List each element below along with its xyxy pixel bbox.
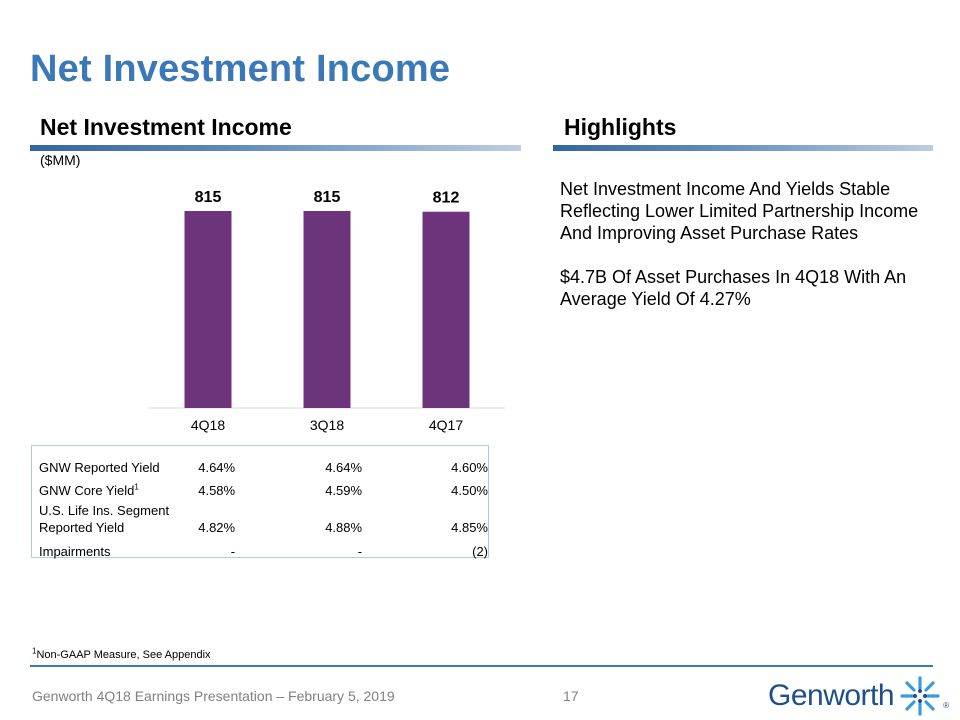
cell-4q18: 4.82% [198, 520, 236, 535]
bar-4q18 [184, 211, 232, 408]
footer-text: Genworth 4Q18 Earnings Presentation – Fe… [32, 688, 395, 704]
footnote-marker: 1 [134, 482, 139, 492]
bar-4q17 [422, 211, 470, 408]
data-label: 812 [433, 190, 460, 207]
cell-3q18: 4.88% [325, 520, 363, 535]
footer-rule [30, 665, 933, 667]
highlight-item: Net Investment Income And Yields Stable … [560, 179, 919, 243]
cell-4q18: 4.58% [198, 483, 236, 498]
x-tick-label: 4Q18 [191, 417, 225, 433]
table-row: Impairments - - (2) [32, 536, 488, 559]
bar-3q18 [303, 211, 351, 408]
data-label: 815 [195, 189, 222, 206]
page-title: Net Investment Income [30, 48, 451, 90]
data-label: 815 [314, 189, 341, 206]
row-label: GNW Core Yield1 [39, 482, 139, 498]
highlight-item: $4.7B Of Asset Purchases In 4Q18 With An… [560, 267, 907, 309]
registered-mark: ® [943, 700, 949, 710]
cell-3q18: 4.64% [325, 460, 363, 475]
chart-section-heading: Net Investment Income [40, 114, 292, 140]
table-row: GNW Core Yield1 4.58% 4.59% 4.50% [32, 475, 488, 498]
cell-4q18: - [230, 544, 236, 559]
page-number: 17 [563, 688, 579, 704]
logo-wordmark: Genworth [768, 679, 895, 712]
row-label: Impairments [39, 544, 111, 559]
x-tick-label: 4Q17 [429, 417, 463, 433]
cell-4q17: 4.50% [451, 483, 488, 498]
highlights-list: Net Investment Income And Yields Stable … [560, 178, 950, 332]
footnote: 1Non-GAAP Measure, See Appendix [32, 646, 211, 661]
row-label: U.S. Life Ins. Segment Reported Yield [39, 503, 170, 535]
genworth-logo: Genworth ® [768, 674, 949, 718]
highlights-rule [553, 145, 933, 151]
cell-3q18: - [357, 544, 363, 559]
row-label: GNW Reported Yield [39, 460, 160, 475]
starburst-icon [900, 676, 940, 716]
metrics-table: GNW Reported Yield 4.64% 4.64% 4.60% GNW… [31, 445, 489, 559]
cell-4q18: 4.64% [198, 460, 236, 475]
cell-3q18: 4.59% [325, 483, 363, 498]
highlights-heading: Highlights [564, 114, 677, 140]
chart-section-rule [30, 145, 521, 151]
cell-4q17: 4.85% [451, 520, 488, 535]
cell-4q17: 4.60% [451, 460, 488, 475]
table-row: U.S. Life Ins. Segment Reported Yield 4.8… [32, 498, 488, 536]
units-label: ($MM) [40, 152, 81, 168]
table-row: GNW Reported Yield 4.64% 4.64% 4.60% [32, 452, 488, 475]
x-tick-label: 3Q18 [310, 417, 344, 433]
cell-4q17: (2) [472, 544, 488, 559]
